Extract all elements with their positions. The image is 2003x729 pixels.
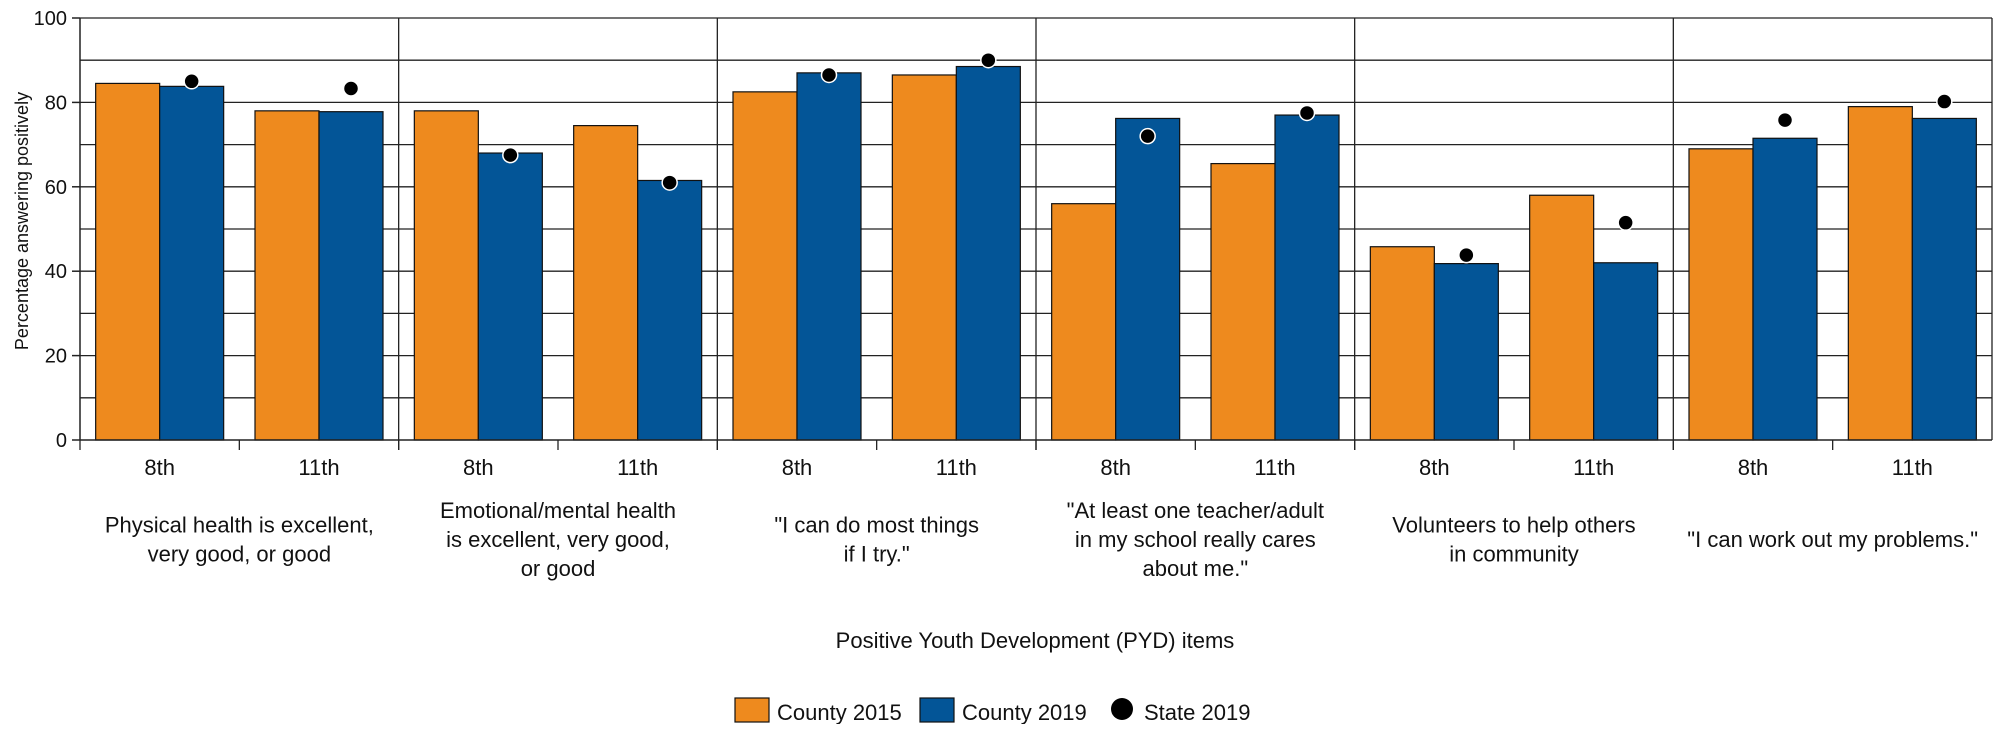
bar-county-2015 [1529,194,1595,441]
legend-item: County 2015 [734,697,902,725]
grade-labels: 8th 11th 8th 11th 8th 11th 8th 11th 8th 11th 8th 11… [144,455,1933,480]
bar-county-2015 [1369,246,1435,441]
bar-county-2019 [637,179,703,441]
grade-label: 8th [144,455,175,480]
y-tick-label: 100 [34,8,67,30]
grade-label: 11th [298,455,339,480]
state-points [183,51,1953,264]
point-state-2019 [1458,246,1475,264]
grade-label: 8th [1100,455,1131,480]
y-tick-label: 40 [45,261,67,283]
point-state-2019 [1776,111,1794,129]
bar-county-2019 [1115,117,1181,441]
bar-county-2015 [413,110,479,441]
point-state-2019 [980,51,997,69]
y-tick-label: 60 [45,177,67,199]
grade-label: 11th [1892,455,1933,480]
legend-swatch [734,697,770,723]
axes [72,17,1992,450]
legend-item: State 2019 [1111,698,1250,725]
bar-county-2015 [254,110,320,441]
x-axis-title: Positive Youth Development (PYD) items [836,628,1235,653]
category-label: "I can work out my problems." [1687,527,1978,552]
bar-county-2019 [159,85,225,441]
category-label: Volunteers to help others in community [1392,513,1635,567]
legend: County 2015 County 2019 State 2019 [734,697,1250,725]
bar-county-2019 [955,65,1021,441]
point-state-2019 [1139,127,1156,145]
bar-county-2019 [1593,262,1659,441]
y-tick-label: 0 [56,430,67,452]
point-state-2019 [342,80,360,97]
bar-county-2019 [1911,117,1977,441]
bar-county-2019 [477,152,543,441]
point-state-2019 [183,73,200,90]
category-label: "I can do most things if I try." [774,513,979,567]
y-tick-labels: 0 20 40 60 80 100 [34,8,67,452]
grade-label: 8th [463,455,494,480]
grade-label: 11th [936,455,977,480]
bar-county-2019 [1274,114,1340,441]
bar-county-2015 [1210,162,1276,441]
grade-label: 8th [782,455,813,480]
bar-county-2015 [732,91,798,441]
legend-swatch [919,697,955,723]
legend-label: State 2019 [1144,700,1250,724]
point-state-2019 [502,146,519,164]
grade-label: 8th [1419,455,1450,480]
grade-label: 11th [1573,455,1614,480]
bar-county-2015 [573,125,639,441]
legend-label: County 2019 [962,700,1087,724]
legend-item: County 2019 [919,697,1087,725]
point-state-2019 [1617,214,1634,231]
y-axis-title: Percentage answering positively [12,92,32,350]
point-state-2019 [820,66,838,84]
grade-label: 11th [617,455,658,480]
group-dividers [398,18,1674,450]
bar-county-2019 [318,111,384,441]
bar-county-2015 [1688,148,1754,441]
point-state-2019 [661,174,678,191]
bars [95,65,1977,441]
grade-label: 11th [1254,455,1295,480]
grade-label: 8th [1738,455,1769,480]
bar-county-2019 [1433,263,1499,441]
bar-county-2015 [891,74,957,441]
y-tick-label: 20 [45,346,67,368]
bar-county-2015 [95,82,161,441]
bar-county-2019 [796,72,862,441]
y-tick-label: 80 [45,92,67,114]
point-state-2019 [1298,104,1316,122]
bar-county-2015 [1051,203,1117,441]
point-state-2019 [1936,93,1953,110]
category-label: "At least one teacher/adult in my school … [1067,498,1324,581]
category-label: Physical health is excellent, very good, … [105,513,374,567]
category-label: Emotional/mental health is excellent, ver… [440,498,676,581]
bar-county-2019 [1752,137,1818,441]
category-labels: Physical health is excellent, very good, … [105,498,1978,581]
legend-label: County 2015 [777,700,902,724]
legend-marker [1111,698,1133,720]
bar-county-2015 [1847,106,1913,441]
